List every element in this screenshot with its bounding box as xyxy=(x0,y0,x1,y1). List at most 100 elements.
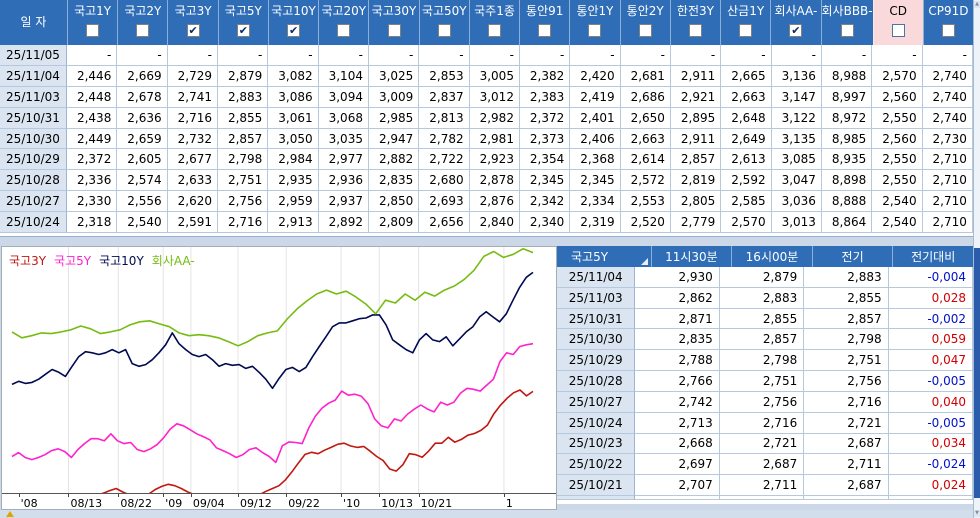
scroll-marker-icon xyxy=(6,511,14,517)
scroll-up-icon[interactable]: ▲ xyxy=(974,1,980,8)
value-cell: 2,853 xyxy=(419,65,470,87)
column-header[interactable]: 산금1Y xyxy=(720,0,770,45)
column-header[interactable]: 국고20Y xyxy=(318,0,368,45)
detail-table-title-cell[interactable]: 국고5Y xyxy=(557,246,651,267)
column-label: 회사BBB- xyxy=(821,4,873,18)
column-header[interactable]: 국고50Y xyxy=(418,0,469,45)
value-cell: 2,633 xyxy=(167,170,218,192)
column-checkbox[interactable] xyxy=(638,23,652,37)
detail-table-body: 25/11/04 2,930 2,879 2,883 -0,004 25/11/03 2,8… xyxy=(557,267,974,500)
clipped-cell xyxy=(888,495,973,500)
column-checkbox[interactable] xyxy=(86,23,100,37)
column-header[interactable]: 통안2Y xyxy=(619,0,670,45)
value-cell: 3,122 xyxy=(771,107,822,129)
yield-line-chart[interactable] xyxy=(2,247,556,493)
column-header[interactable]: 국고3Y ✔ xyxy=(167,0,217,45)
table-row: 25/11/04 2,446 2,669 2,729 2,879 3,082 3,104 3,… xyxy=(0,65,973,87)
checkbox-wrap xyxy=(941,23,955,37)
axis-tick xyxy=(238,494,239,497)
value-cell: 2,711 xyxy=(719,475,805,496)
value-cell: 2,520 xyxy=(620,212,671,234)
column-header[interactable]: 한전3Y xyxy=(669,0,720,45)
column-checkbox[interactable] xyxy=(688,23,702,37)
column-header[interactable]: 국고2Y xyxy=(117,0,167,45)
column-header[interactable]: 국고30Y xyxy=(368,0,418,45)
date-cell: 25/10/27 xyxy=(0,191,67,213)
horizontal-scroll-area[interactable] xyxy=(0,510,973,518)
axis-tick-label: 09/22 xyxy=(288,497,320,510)
column-checkbox[interactable] xyxy=(136,23,150,37)
value-cell: 2,959 xyxy=(268,191,319,213)
value-cell: 2,681 xyxy=(620,65,671,87)
column-checkbox[interactable] xyxy=(891,23,905,37)
value-cell: 2,798 xyxy=(217,149,269,171)
value-cell: 2,716 xyxy=(719,412,805,434)
value-cell: 3,035 xyxy=(318,128,369,150)
value-cell: - xyxy=(217,45,269,66)
column-header[interactable]: 회사AA- ✔ xyxy=(770,0,820,45)
value-cell: 3,012 xyxy=(469,86,520,108)
value-cell: 2,659 xyxy=(117,128,168,150)
column-checkbox-checked[interactable]: ✔ xyxy=(287,23,301,37)
checkbox-wrap xyxy=(136,23,150,37)
axis-tick-label: '08 xyxy=(20,497,38,510)
column-checkbox-checked[interactable]: ✔ xyxy=(789,23,803,37)
value-cell: 3,013 xyxy=(771,212,822,234)
detail-table-row: 25/10/30 2,835 2,857 2,798 0,059 xyxy=(557,329,974,351)
date-column-header[interactable]: 일 자 xyxy=(0,0,67,45)
detail-column-header[interactable]: 전기 xyxy=(811,246,893,267)
axis-tick xyxy=(341,494,343,497)
value-cell: - xyxy=(318,45,369,66)
column-header[interactable]: 국고1Y xyxy=(67,0,117,45)
value-cell: 2,650 xyxy=(620,107,671,129)
axis-tick-label: 08/13 xyxy=(70,497,103,510)
column-header[interactable]: 국고5Y ✔ xyxy=(217,0,268,45)
value-cell: 2,636 xyxy=(117,107,168,129)
detail-column-header[interactable]: 11시30분 xyxy=(650,246,732,267)
column-checkbox[interactable] xyxy=(487,23,501,37)
detail-column-header[interactable]: 16시00분 xyxy=(731,246,812,267)
value-cell: 2,553 xyxy=(620,191,671,213)
column-checkbox[interactable] xyxy=(840,23,854,37)
column-checkbox[interactable] xyxy=(538,23,552,37)
column-checkbox-checked[interactable]: ✔ xyxy=(186,23,200,37)
date-column-label: 일 자 xyxy=(20,15,47,29)
column-checkbox[interactable] xyxy=(588,23,602,37)
column-checkbox[interactable] xyxy=(739,23,753,37)
value-cell: 2,722 xyxy=(419,149,470,171)
value-cell: 2,740 xyxy=(922,86,973,108)
scroll-down-icon[interactable]: ▼ xyxy=(974,510,980,517)
column-checkbox[interactable] xyxy=(941,23,955,37)
value-cell: - xyxy=(469,45,520,66)
value-cell: 2,540 xyxy=(872,191,923,213)
column-header[interactable]: 회사BBB- xyxy=(820,0,873,45)
series-line-국고3Y xyxy=(100,389,534,493)
value-cell: 2,687 xyxy=(804,475,889,496)
detail-table-row: 25/10/24 2,713 2,716 2,721 -0,005 xyxy=(557,412,974,434)
column-header[interactable]: CD xyxy=(872,0,923,45)
column-header[interactable]: 통안91 xyxy=(519,0,569,45)
value-cell: 2,977 xyxy=(318,149,369,171)
column-checkbox[interactable] xyxy=(437,23,451,37)
date-cell: 25/10/24 xyxy=(557,412,636,434)
value-cell: 2,591 xyxy=(167,212,218,234)
value-cell: 2,614 xyxy=(620,149,671,171)
column-header[interactable]: 통안1Y xyxy=(569,0,619,45)
value-cell: 2,550 xyxy=(872,149,923,171)
column-checkbox[interactable] xyxy=(387,23,401,37)
vertical-scrollbar[interactable]: ▲ ▼ xyxy=(973,0,980,518)
column-header[interactable]: CP91D xyxy=(922,0,973,45)
daily-yield-table: 일 자 국고1Y 국고2Y 국고3Y ✔ 국고5Y ✔ 국고10Y ✔ 국고20Y 국고30Y 국고… xyxy=(0,0,973,237)
column-header[interactable]: 국고10Y ✔ xyxy=(267,0,318,45)
column-label: 국고5Y xyxy=(224,4,262,18)
value-cell: 2,882 xyxy=(368,149,420,171)
value-cell: 2,550 xyxy=(872,170,923,192)
detail-column-header[interactable]: 전기대비 xyxy=(892,246,973,267)
date-cell: 25/10/28 xyxy=(0,170,67,192)
column-checkbox[interactable] xyxy=(337,23,351,37)
column-checkbox-checked[interactable]: ✔ xyxy=(236,23,250,37)
value-cell: - xyxy=(670,45,722,66)
scrollbar-thumb[interactable] xyxy=(974,248,980,498)
column-header[interactable]: 국주1종 xyxy=(468,0,519,45)
